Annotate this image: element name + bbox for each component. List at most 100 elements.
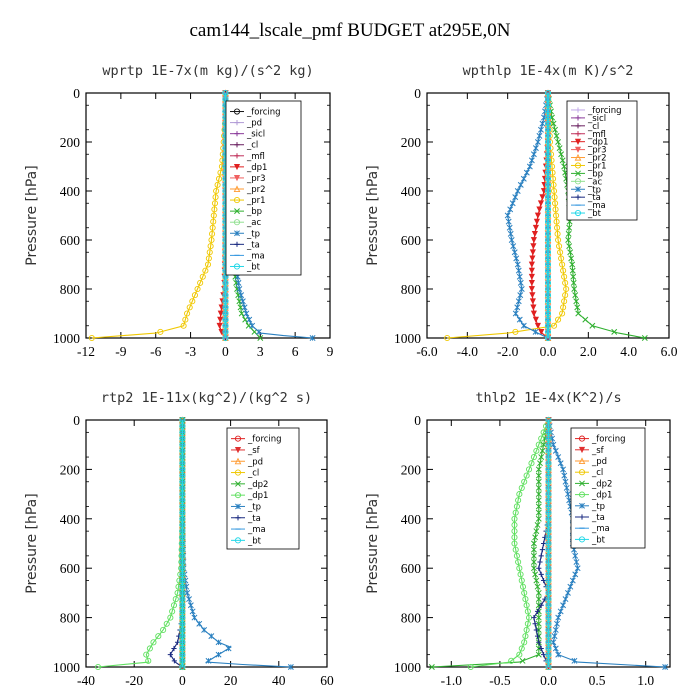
data-marker xyxy=(516,565,523,572)
legend-marker xyxy=(234,153,240,159)
data-marker xyxy=(544,267,552,274)
data-marker xyxy=(213,187,220,195)
data-marker xyxy=(95,663,102,671)
data-marker xyxy=(171,658,177,664)
data-marker xyxy=(179,589,186,596)
legend-marker xyxy=(233,185,241,193)
legend-entry: _dp1 xyxy=(230,163,267,173)
data-marker xyxy=(535,466,542,473)
data-marker xyxy=(544,279,552,286)
data-marker xyxy=(511,521,518,529)
data-marker xyxy=(611,328,618,335)
data-marker xyxy=(191,292,198,299)
data-marker xyxy=(552,206,559,213)
legend-marker xyxy=(234,208,240,215)
data-marker xyxy=(222,285,229,293)
data-marker xyxy=(560,466,567,473)
data-marker xyxy=(519,657,526,664)
data-marker xyxy=(238,310,245,317)
data-marker xyxy=(179,540,186,547)
data-marker xyxy=(287,664,294,670)
y-tick-label: 200 xyxy=(401,135,422,150)
legend-entry: _bt xyxy=(575,535,606,545)
data-marker xyxy=(529,292,536,299)
data-marker xyxy=(538,602,544,608)
data-marker xyxy=(205,657,212,664)
data-marker xyxy=(538,553,544,559)
x-tick-label: -20 xyxy=(125,673,143,688)
data-marker xyxy=(517,181,524,188)
plot-frame xyxy=(85,419,328,668)
data-marker xyxy=(528,286,535,293)
data-marker xyxy=(545,460,552,467)
legend-entry: _dp1 xyxy=(571,138,608,148)
legend-entry: _ta xyxy=(231,514,261,524)
data-marker xyxy=(530,546,537,553)
legend-label: _ma xyxy=(587,201,606,211)
data-marker xyxy=(214,181,221,188)
data-marker xyxy=(179,435,186,442)
data-marker xyxy=(550,441,557,448)
data-marker xyxy=(236,286,243,292)
data-marker xyxy=(544,96,552,103)
panel-1: wprtp 1E-7x(m kg)/(s^2 kg) Pressure [hPa]… xyxy=(24,63,334,359)
legend: _forcing_pd_sicl_cl_mfl_dp1_pr3_pr2_pr1_… xyxy=(225,100,302,276)
legend-entry: _ta xyxy=(230,240,260,250)
legend-label: _forcing xyxy=(246,108,281,118)
legend-entry: _ma xyxy=(231,525,266,535)
legend-entry: _pd xyxy=(231,457,263,467)
series-line xyxy=(470,419,550,668)
data-marker xyxy=(541,652,547,658)
data-marker xyxy=(544,194,552,201)
data-marker xyxy=(535,484,542,491)
legend-label: _pr1 xyxy=(246,196,266,206)
data-marker xyxy=(179,441,186,448)
data-marker xyxy=(534,322,542,330)
legend-entry: _dp2 xyxy=(231,480,268,490)
legend: _forcing_sf_pd_cl_dp2 _dp1_tp_ta_ma_bt xyxy=(570,427,646,549)
data-marker xyxy=(545,577,552,584)
data-marker xyxy=(544,175,552,182)
y-tick-label: 200 xyxy=(401,462,422,477)
x-tick-label: -40 xyxy=(77,673,95,688)
legend-box xyxy=(225,100,302,276)
data-marker xyxy=(179,577,186,584)
series-line xyxy=(91,93,226,339)
data-marker xyxy=(246,316,253,323)
data-marker xyxy=(255,328,262,335)
data-marker xyxy=(170,602,178,609)
data-marker xyxy=(544,163,552,170)
data-marker xyxy=(560,304,567,311)
x-tick-label: -3 xyxy=(185,344,196,359)
data-marker xyxy=(222,316,229,323)
data-marker xyxy=(516,273,523,280)
data-marker xyxy=(184,589,191,596)
data-marker xyxy=(187,602,194,609)
data-marker xyxy=(210,218,217,225)
data-marker xyxy=(565,237,572,243)
data-marker xyxy=(536,132,543,139)
data-marker xyxy=(523,472,530,479)
series-line xyxy=(97,420,183,668)
legend-marker xyxy=(235,480,241,487)
data-marker xyxy=(532,621,538,627)
legend-label: _ta xyxy=(246,240,260,250)
data-marker xyxy=(179,497,186,504)
data-marker xyxy=(179,565,186,572)
data-marker xyxy=(545,657,552,664)
data-marker xyxy=(544,285,552,293)
legend-entry: _ma xyxy=(575,524,610,534)
y-axis-label: Pressure [hPa] xyxy=(24,165,40,265)
panel-title: rtp2 1E-11x(kg^2)/(kg^2 s) xyxy=(101,390,312,406)
y-tick-label: 600 xyxy=(60,233,81,248)
data-marker xyxy=(523,169,530,176)
y-tick-label: 1000 xyxy=(53,660,80,675)
series-bt xyxy=(544,89,552,342)
y-tick-label: 800 xyxy=(60,282,81,297)
legend-marker xyxy=(234,142,240,148)
data-marker xyxy=(537,200,545,207)
data-marker xyxy=(179,491,186,498)
data-marker xyxy=(182,316,189,323)
data-marker xyxy=(528,279,535,287)
data-marker xyxy=(513,552,520,559)
